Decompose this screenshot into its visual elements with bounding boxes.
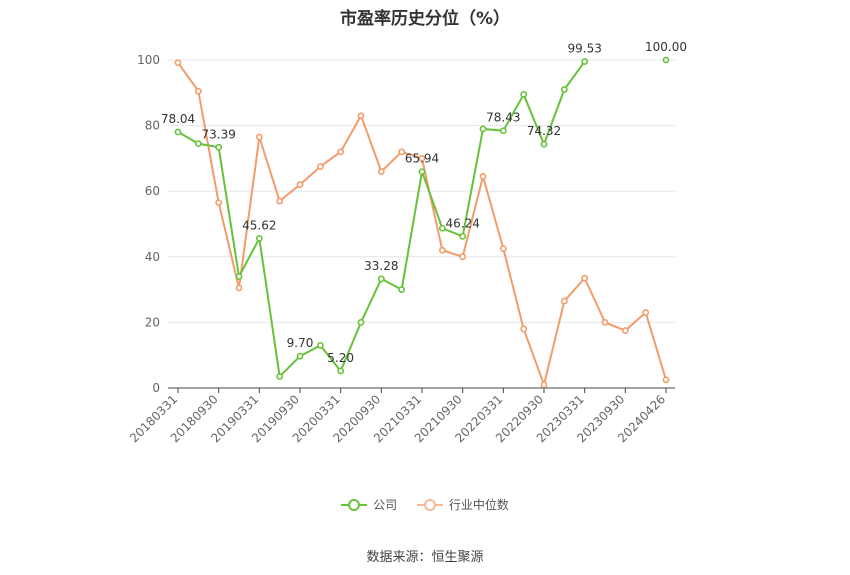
data-point-company xyxy=(581,58,589,65)
data-point-industry xyxy=(418,154,426,162)
data-point-industry xyxy=(174,59,182,67)
data-point-company xyxy=(296,352,304,360)
data-point-industry xyxy=(601,318,609,326)
data-point-industry xyxy=(398,148,406,156)
legend-item-company[interactable]: 公司 xyxy=(341,496,397,513)
data-point-company xyxy=(560,86,568,93)
data-point-company xyxy=(398,286,406,293)
legend-item-industry[interactable]: 行业中位数 xyxy=(416,496,509,513)
data-point-industry xyxy=(337,148,345,156)
data-point-company xyxy=(520,91,528,98)
data-label: 9.70 xyxy=(287,336,314,350)
data-point-industry xyxy=(194,87,202,95)
data-point-company xyxy=(235,273,243,280)
data-point-company xyxy=(255,234,263,242)
series-lines xyxy=(174,56,670,389)
data-label: 46.24 xyxy=(445,216,479,230)
data-point-company xyxy=(377,275,385,283)
y-tick-label: 80 xyxy=(145,119,160,133)
y-tick-label: 100 xyxy=(137,53,160,67)
data-point-industry xyxy=(621,327,629,334)
data-labels: 78.04 73.39 45.62 9.70 5.20 33.28 65.94 46.24 78… xyxy=(161,40,687,365)
data-point-company xyxy=(418,168,426,176)
data-point-company xyxy=(194,140,202,148)
data-label: 33.28 xyxy=(364,259,398,273)
data-point-industry xyxy=(296,181,304,189)
data-point-industry xyxy=(642,309,650,316)
data-point-company xyxy=(357,318,365,326)
data-point-industry xyxy=(499,245,507,252)
data-point-company xyxy=(174,128,182,136)
data-label: 74.32 xyxy=(527,124,561,138)
axes: 0204060801002018033120180930201903312019… xyxy=(127,53,675,445)
data-point-company xyxy=(499,127,507,135)
y-tick-label: 60 xyxy=(145,184,160,198)
legend-industry-label: 行业中位数 xyxy=(448,498,509,512)
data-point-industry xyxy=(255,133,263,141)
y-tick-label: 0 xyxy=(152,381,160,395)
data-point-industry xyxy=(479,173,487,180)
data-point-company xyxy=(479,125,487,133)
data-label: 65.94 xyxy=(405,152,439,166)
data-point-company xyxy=(337,367,345,375)
data-point-industry xyxy=(662,376,670,384)
data-point-industry xyxy=(560,297,568,305)
data-point-company xyxy=(662,56,670,64)
data-label: 99.53 xyxy=(567,42,601,56)
data-label: 45.62 xyxy=(242,218,276,232)
data-label: 78.04 xyxy=(161,112,195,126)
data-point-industry xyxy=(377,168,385,175)
data-point-industry xyxy=(581,274,589,282)
data-point-company xyxy=(540,140,548,148)
legend-company-marker xyxy=(341,498,368,511)
data-point-company xyxy=(276,373,284,380)
data-point-industry xyxy=(276,197,284,205)
data-point-company xyxy=(316,341,324,349)
data-point-industry xyxy=(215,199,223,207)
data-point-industry xyxy=(540,381,548,389)
y-tick-label: 20 xyxy=(145,315,160,329)
y-tick-label: 40 xyxy=(145,250,160,264)
data-point-industry xyxy=(520,325,528,333)
grid-lines xyxy=(168,59,675,323)
data-point-company xyxy=(215,143,223,151)
data-label: 5.20 xyxy=(327,351,354,365)
data-point-industry xyxy=(316,163,324,170)
data-point-industry xyxy=(235,284,243,292)
source-note: 数据来源：恒生聚源 xyxy=(366,550,484,565)
data-point-industry xyxy=(438,246,446,254)
chart-title: 市盈率历史分位（%） xyxy=(339,9,511,29)
data-label: 100.00 xyxy=(645,40,687,54)
data-point-company xyxy=(459,232,467,240)
legend: 公司 行业中位数 xyxy=(0,496,850,515)
data-point-company xyxy=(438,224,446,232)
data-point-industry xyxy=(459,253,467,261)
legend-company-label: 公司 xyxy=(373,498,398,512)
data-label: 78.43 xyxy=(486,111,520,125)
data-label: 73.39 xyxy=(201,127,235,141)
data-point-industry xyxy=(357,112,365,120)
legend-industry-marker xyxy=(416,498,443,511)
